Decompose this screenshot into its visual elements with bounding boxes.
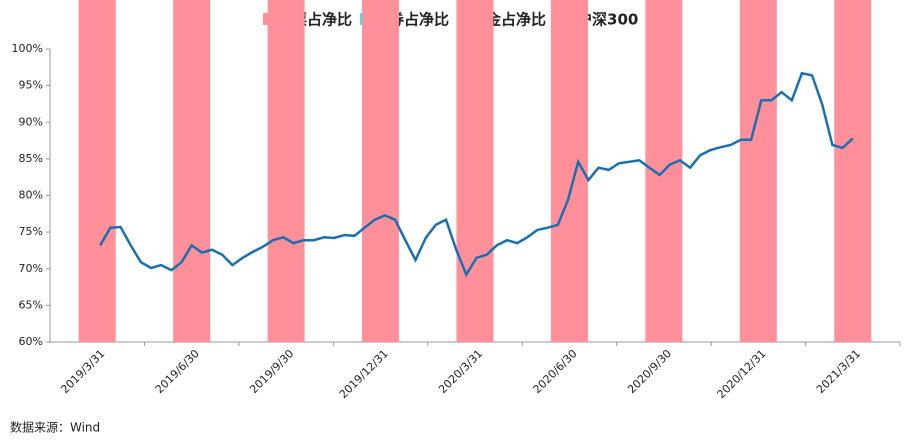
bar-segment xyxy=(267,0,305,342)
bar-segment xyxy=(173,0,211,342)
x-tick-label: 2019/9/30 xyxy=(247,347,296,396)
bar-segment xyxy=(550,0,588,343)
x-tick-label: 2020/3/31 xyxy=(436,347,485,396)
bar-segment xyxy=(78,0,116,342)
x-tick-label: 2019/3/31 xyxy=(58,347,107,396)
source-note: 数据来源：Wind xyxy=(10,420,100,435)
bar-segment xyxy=(362,0,400,342)
y-tick-label: 60% xyxy=(19,335,43,348)
bar-segment xyxy=(739,0,777,342)
legend-label: 沪深300 xyxy=(577,11,638,29)
x-tick-label: 2021/3/31 xyxy=(814,347,863,396)
line-series xyxy=(99,71,854,278)
y-tick-label: 80% xyxy=(19,189,43,202)
y-tick-label: 75% xyxy=(19,225,43,238)
y-tick-label: 90% xyxy=(19,115,43,128)
y-tick-label: 85% xyxy=(19,152,43,165)
y-tick-label: 65% xyxy=(19,298,43,311)
y-tick-label: 100% xyxy=(12,42,43,55)
y-tick-label: 70% xyxy=(19,262,43,275)
bar-segment xyxy=(456,0,494,343)
x-tick-label: 2019/6/30 xyxy=(153,347,202,396)
x-tick-label: 2020/6/30 xyxy=(531,347,580,396)
bar-segment xyxy=(834,0,872,343)
x-tick-label: 2020/12/31 xyxy=(715,347,769,401)
x-tick-label: 2020/9/30 xyxy=(625,347,674,396)
y-tick-label: 95% xyxy=(19,79,43,92)
x-tick-label: 2019/12/31 xyxy=(337,347,391,401)
